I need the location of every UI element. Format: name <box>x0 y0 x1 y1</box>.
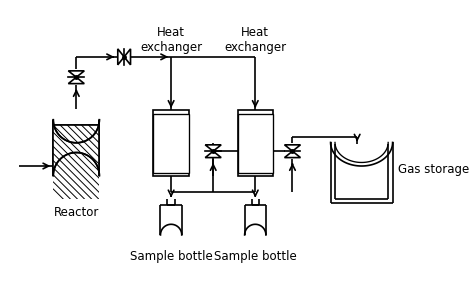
Polygon shape <box>68 71 84 77</box>
Bar <box>53 125 100 198</box>
Bar <box>154 110 189 176</box>
Text: Heat
exchanger: Heat exchanger <box>224 26 286 54</box>
Bar <box>53 125 100 198</box>
Text: Gas storage: Gas storage <box>398 163 469 176</box>
Polygon shape <box>284 145 301 151</box>
Bar <box>237 110 273 176</box>
Bar <box>53 125 100 198</box>
Bar <box>53 125 100 198</box>
Text: Reactor: Reactor <box>54 206 99 219</box>
Bar <box>53 125 100 198</box>
Bar <box>53 125 100 198</box>
Polygon shape <box>68 77 84 84</box>
Bar <box>53 125 100 198</box>
Bar <box>53 125 100 198</box>
Polygon shape <box>118 49 124 65</box>
Bar <box>53 125 100 198</box>
Bar <box>53 125 100 198</box>
Bar <box>53 125 100 198</box>
Text: Sample bottle: Sample bottle <box>130 250 212 263</box>
Bar <box>53 125 100 198</box>
Text: Heat
exchanger: Heat exchanger <box>140 26 202 54</box>
Bar <box>53 125 100 198</box>
Polygon shape <box>205 151 221 158</box>
Polygon shape <box>284 151 301 158</box>
Polygon shape <box>205 145 221 151</box>
Polygon shape <box>124 49 130 65</box>
Bar <box>154 114 189 173</box>
Text: Sample bottle: Sample bottle <box>214 250 297 263</box>
Bar <box>53 125 100 198</box>
Bar <box>53 125 100 198</box>
Bar <box>53 125 100 198</box>
Bar <box>237 114 273 173</box>
